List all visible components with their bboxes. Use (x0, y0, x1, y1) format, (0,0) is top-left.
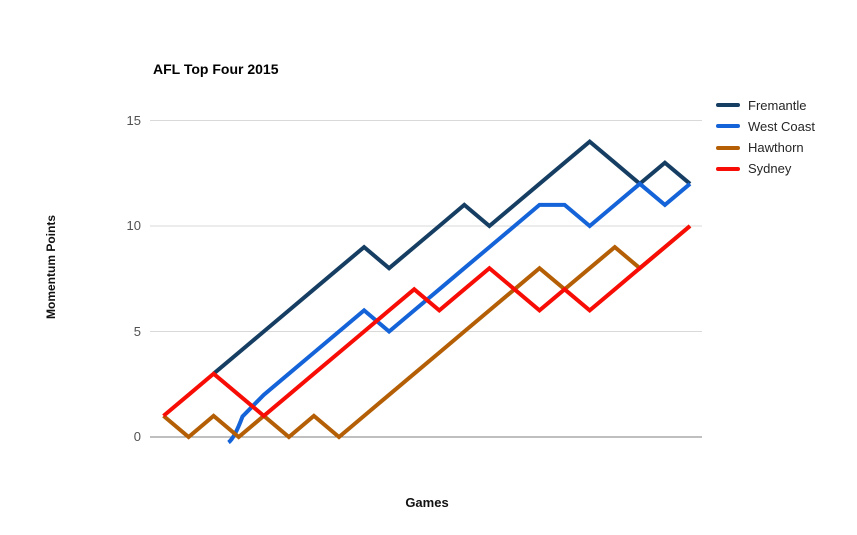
chart-title: AFL Top Four 2015 (153, 61, 279, 77)
x-axis-title: Games (405, 495, 449, 510)
legend-item-hawthorn: Hawthorn (716, 140, 815, 156)
y-axis-title: Momentum Points (44, 215, 58, 319)
y-tick-label-5: 5 (133, 323, 141, 339)
legend-label-west-coast: West Coast (748, 118, 815, 134)
y-tick-label-0: 0 (133, 429, 141, 444)
series-line-fremantle (212, 138, 692, 376)
legend-item-west-coast: West Coast (716, 118, 815, 134)
legend-swatch-hawthorn (716, 145, 740, 150)
series-line-sydney (162, 224, 692, 419)
legend-swatch-fremantle (716, 103, 740, 107)
legend-item-sydney: Sydney (716, 161, 815, 177)
series-line-west-coast (227, 181, 692, 445)
legend-swatch-sydney (716, 166, 740, 171)
y-tick-label-15: 15 (126, 112, 141, 128)
legend: Fremantle West Coast Hawthorn Sydney (716, 97, 815, 182)
legend-label-sydney: Sydney (748, 161, 792, 177)
legend-label-hawthorn: Hawthorn (748, 140, 804, 156)
legend-item-fremantle: Fremantle (716, 97, 815, 113)
series-line-hawthorn (162, 224, 692, 440)
legend-label-fremantle: Fremantle (748, 97, 807, 113)
y-tick-label-10: 10 (126, 218, 141, 233)
legend-swatch-west-coast (716, 124, 740, 129)
